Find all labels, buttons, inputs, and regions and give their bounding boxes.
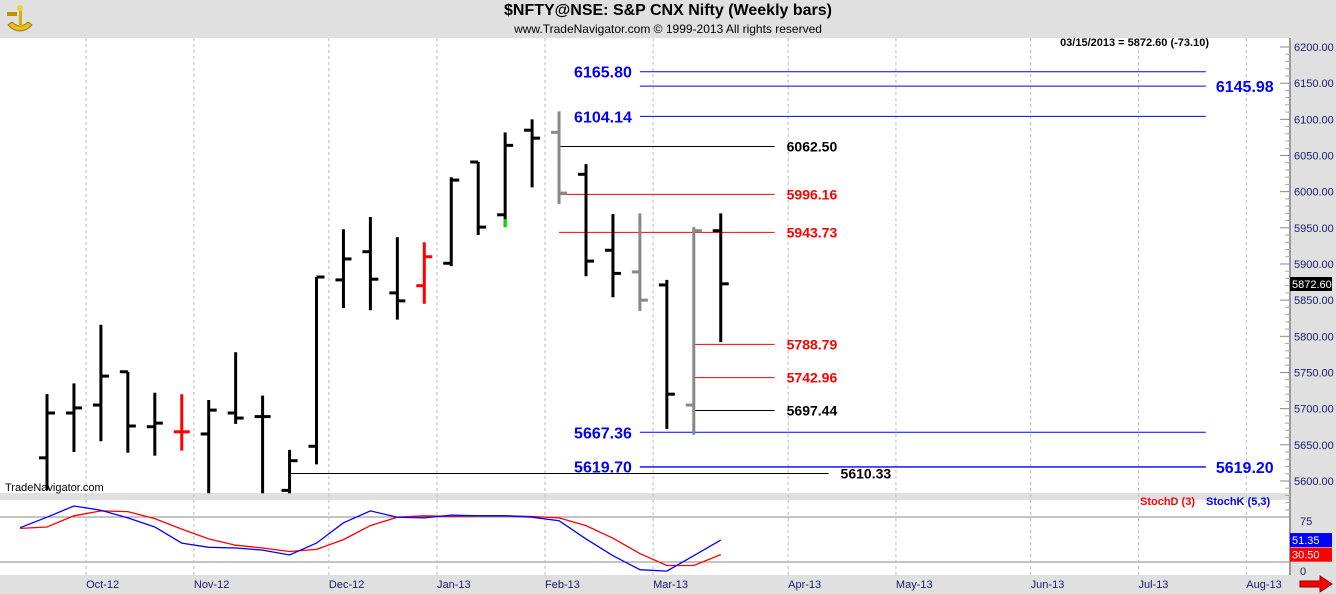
stoch-value-label: 30.50 [1292,550,1320,562]
level-label: 5788.79 [787,336,838,352]
x-tick-label: Oct-12 [86,579,119,591]
watermark: TradeNavigator.com [5,482,104,494]
stoch-line-d [20,510,721,567]
last-price-box [1290,277,1332,291]
stoch-tick-label: 75 [1300,516,1312,528]
stoch-line-k [19,505,722,572]
y-tick-label: 5700.00 [1294,404,1334,416]
stoch-value-box [1290,547,1332,562]
stoch-legend: StochD (3) [1140,496,1195,508]
level-label: 5742.96 [787,370,838,386]
y-tick-label: 5950.00 [1294,223,1334,235]
x-tick-label: Mar-13 [653,579,688,591]
y-tick-label: 6050.00 [1294,150,1334,162]
y-tick-label: 5900.00 [1294,259,1334,271]
y-tick-label: 6100.00 [1294,114,1334,126]
price-panel [0,38,1290,493]
level-label: 6165.80 [574,65,632,82]
y-tick-label: 5600.00 [1294,476,1334,488]
y-tick-label: 6150.00 [1294,78,1334,90]
stoch-value-label: 51.35 [1292,535,1320,547]
level-label: 6145.98 [1216,79,1274,96]
y-tick-label: 5750.00 [1294,367,1334,379]
chart-title: $NFTY@NSE: S&P CNX Nifty (Weekly bars) [504,2,832,19]
x-tick-label: May-13 [896,579,933,591]
level-label: 5619.20 [1216,460,1274,477]
x-tick-label: Aug-13 [1246,579,1281,591]
x-tick-label: Feb-13 [545,579,580,591]
chart-header: $NFTY@NSE: S&P CNX Nifty (Weekly bars) w… [0,0,1336,38]
level-label: 5610.33 [841,466,892,482]
level-label: 5697.44 [787,403,838,419]
x-tick-label: Apr-13 [788,579,821,591]
stoch-legend: StochK (5,3) [1206,496,1271,508]
level-label: 6104.14 [574,109,632,126]
scroll-right-arrow-icon[interactable] [1299,575,1333,593]
last-price-label: 5872.60 [1292,279,1332,291]
price-readout: 03/15/2013 = 5872.60 (-73.10) [1060,37,1209,49]
x-tick-label: Jun-13 [1031,579,1065,591]
y-tick-label: 5850.00 [1294,295,1334,307]
x-tick-label: Nov-12 [194,579,229,591]
sextant-logo-icon [7,5,33,32]
chart-subtitle: www.TradeNavigator.com © 1999-2013 All r… [514,22,822,36]
level-label: 5996.16 [787,186,838,202]
y-tick-label: 5800.00 [1294,331,1334,343]
level-label: 5943.73 [787,224,838,240]
y-tick-label: 5650.00 [1294,440,1334,452]
y-tick-label: 6200.00 [1294,42,1334,54]
level-label: 5619.70 [574,460,632,477]
level-label: 5667.36 [574,425,632,442]
x-tick-label: Jul-13 [1138,579,1168,591]
y-tick-label: 6000.00 [1294,187,1334,199]
x-tick-label: Dec-12 [329,579,364,591]
level-label: 6062.50 [787,138,838,154]
x-tick-label: Jan-13 [437,579,471,591]
stoch-value-box [1290,533,1332,548]
stoch-tick-label: 0 [1300,566,1306,578]
